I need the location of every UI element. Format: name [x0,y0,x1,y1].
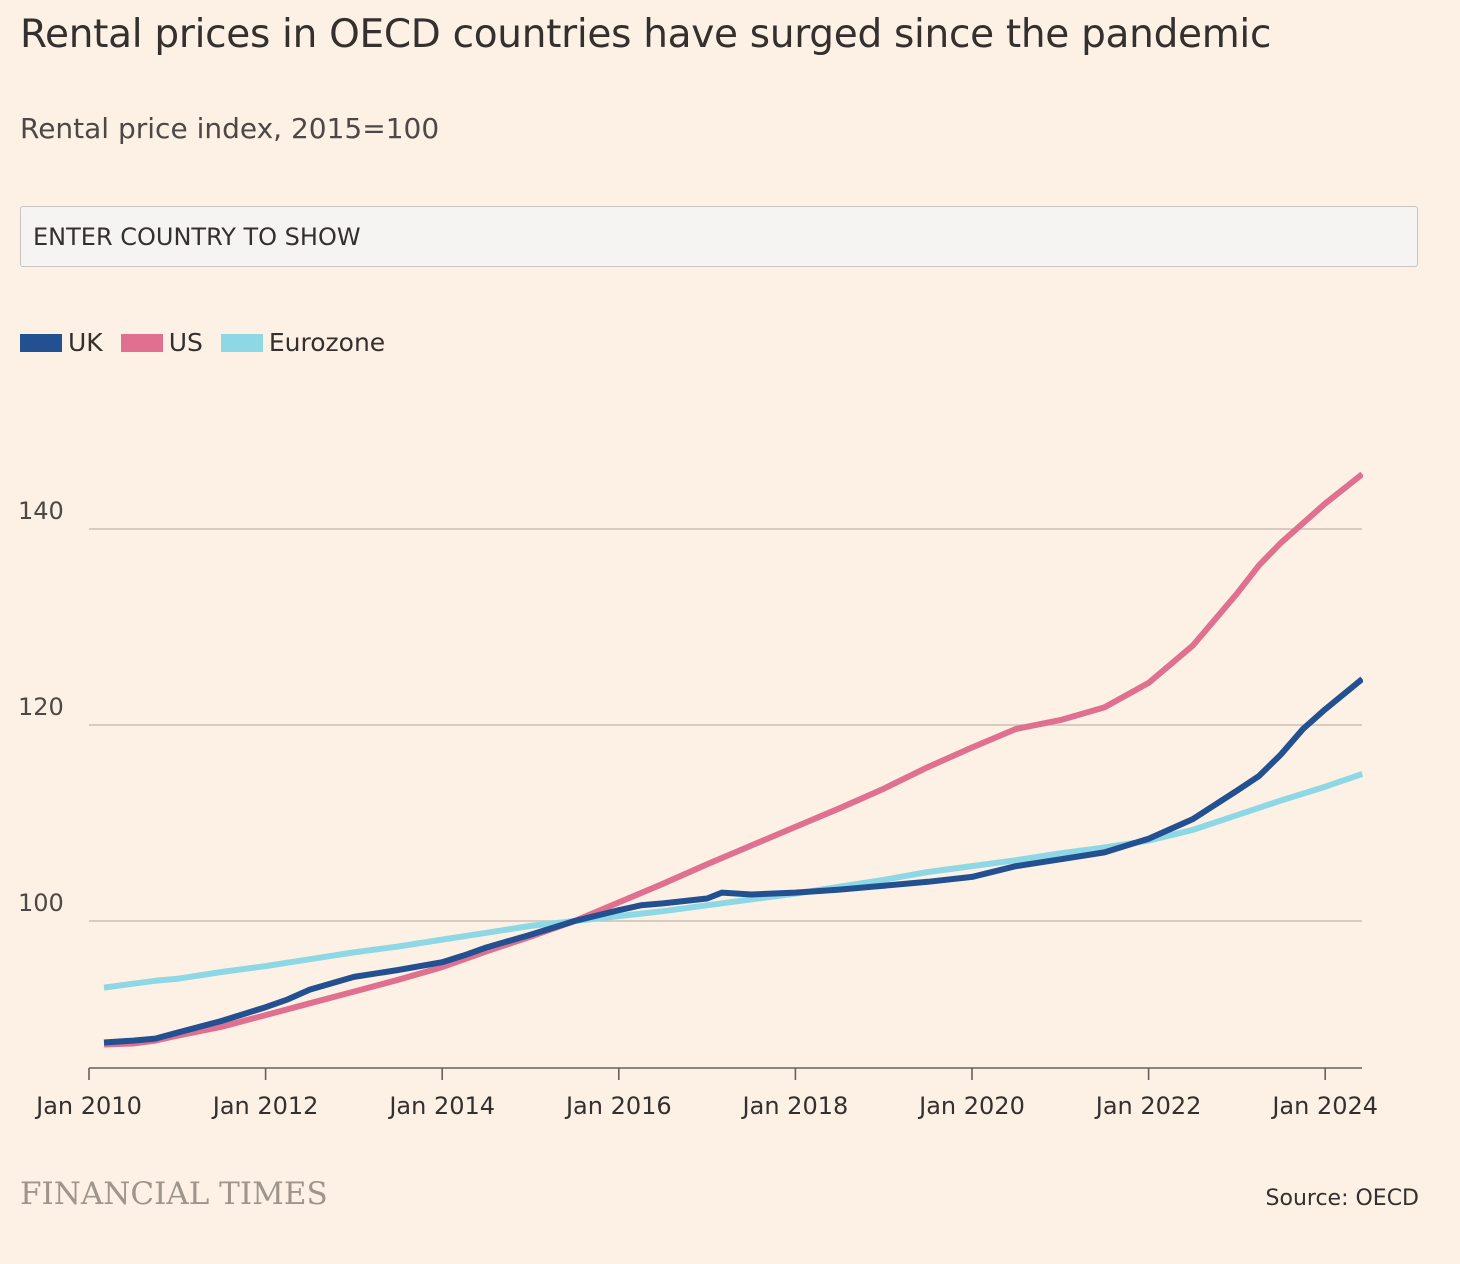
source-note: Source: OECD [1265,1186,1419,1211]
x-tick-label-2022: Jan 2022 [1094,1092,1202,1120]
legend-item-us: US [120,328,203,357]
legend-label-eurozone: Eurozone [268,328,386,357]
y-tick-label-120: 120 [18,693,64,721]
legend-label-uk: UK [68,328,103,357]
legend-swatch-us [120,333,163,352]
legend: UK US Eurozone [20,328,403,357]
x-tick-label-2014: Jan 2014 [387,1092,495,1120]
x-tick-label-2012: Jan 2012 [211,1092,319,1120]
legend-swatch-eurozone [220,333,263,352]
x-tick-label-2020: Jan 2020 [917,1092,1025,1120]
legend-swatch-uk [20,333,62,352]
x-tick-label-2024: Jan 2024 [1270,1092,1378,1120]
y-tick-label-100: 100 [18,889,64,917]
series-line-uk [103,676,1363,1046]
line-chart: 100 120 140 Jan 2010 Jan 2012 Jan 2014 Jan 201… [18,471,1378,1120]
x-tick-label-2010: Jan 2010 [34,1092,142,1120]
series-line-us [103,471,1363,1048]
chart-title: Rental prices in OECD countries have sur… [20,12,1272,57]
legend-item-uk: UK [20,328,103,357]
country-search-input[interactable] [20,206,1418,267]
series-line-eurozone [103,771,1363,991]
legend-label-us: US [168,328,203,357]
chart-subtitle: Rental price index, 2015=100 [20,112,440,145]
x-tick-label-2016: Jan 2016 [564,1092,672,1120]
x-tick-label-2018: Jan 2018 [741,1092,849,1120]
legend-item-eurozone: Eurozone [220,328,386,357]
ft-logo: FINANCIAL TIMES [20,1176,328,1212]
y-tick-label-140: 140 [18,497,64,525]
